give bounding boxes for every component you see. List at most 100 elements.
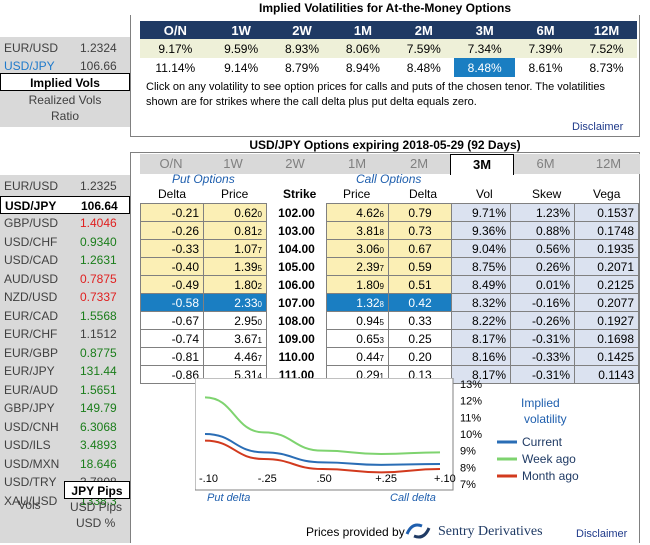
atm-vol-cell[interactable]: 9.14%: [224, 60, 259, 75]
strike-cell: 108.00: [266, 311, 327, 330]
option-row[interactable]: -0.40 1.395 105.00 2.397 0.59 8.75% 0.26% 0.207…: [140, 257, 639, 276]
pair-row-usdmxn[interactable]: USD/MXN 18.646: [0, 455, 130, 473]
pair-row-audusd[interactable]: AUD/USD 0.7875: [0, 270, 130, 288]
tab-6m[interactable]: 6M: [514, 154, 577, 174]
atm-pair-eurusd[interactable]: EUR/USD 1.2324: [0, 39, 130, 57]
pair-row-gbpusd[interactable]: GBP/USD 1.4046: [0, 214, 130, 232]
menu-usd-pips[interactable]: USD Pips: [70, 500, 123, 514]
pair-row-nzdusd[interactable]: NZD/USD 0.7337: [0, 288, 130, 306]
tab-2w[interactable]: 2W: [264, 154, 326, 174]
call-delta-cell: 0.33: [388, 311, 452, 330]
skew-cell: 0.88%: [510, 221, 575, 240]
tab-1m[interactable]: 1M: [326, 154, 388, 174]
pair-row-usdils[interactable]: USD/ILS 3.4893: [0, 436, 130, 454]
atm-vol-cell[interactable]: 7.59%: [393, 39, 455, 58]
pair-row-eurcad[interactable]: EUR/CAD 1.5568: [0, 307, 130, 325]
pair-name: XAU/USD: [4, 493, 58, 508]
tab-2m[interactable]: 2M: [388, 154, 450, 174]
atm-vol-cell[interactable]: 8.93%: [271, 39, 333, 58]
option-row[interactable]: -0.74 3.671 109.00 0.653 0.25 8.17% -0.31% 0.16…: [140, 329, 639, 348]
option-row[interactable]: -0.49 1.802 106.00 1.809 0.51 8.49% 0.01% 0.212…: [140, 275, 639, 294]
call-delta-cell: 0.67: [388, 239, 452, 258]
legend-label: Current: [522, 435, 563, 449]
pair-row-usdchf[interactable]: USD/CHF 0.9340: [0, 233, 130, 251]
pair-spot: 106.66: [80, 59, 117, 73]
pair-name: GBP/JPY: [4, 401, 55, 415]
put-price-cell: 2.330: [203, 293, 267, 312]
x-tick-label: +.10: [434, 473, 456, 485]
pair-row-euraud[interactable]: EUR/AUD 1.5651: [0, 381, 130, 399]
tab-3m[interactable]: 3M: [450, 154, 514, 175]
call-price-cell: 1.809: [326, 275, 389, 294]
atm-vol-cell[interactable]: 11.14%: [155, 60, 196, 75]
atm-vol-cell[interactable]: 7.39%: [515, 39, 577, 58]
option-row[interactable]: -0.33 1.077 104.00 3.060 0.67 9.04% 0.56% 0.193…: [140, 239, 639, 258]
strike-cell: 106.00: [266, 275, 327, 294]
option-row[interactable]: -0.81 4.467 110.00 0.447 0.20 8.16% -0.33% 0.14…: [140, 347, 639, 366]
atm-vol-cell[interactable]: 9.59%: [210, 39, 272, 58]
footer-disclaimer-link[interactable]: Disclaimer: [576, 528, 628, 540]
tab-on[interactable]: O/N: [140, 154, 202, 174]
put-delta-cell: -0.40: [140, 257, 204, 276]
vega-cell: 0.2077: [574, 293, 639, 312]
atm-vol-cell[interactable]: 8.79%: [284, 60, 320, 75]
call-price-cell: 3.060: [326, 239, 389, 258]
tab-12m[interactable]: 12M: [577, 154, 640, 174]
atm-vol-cell[interactable]: 9.17%: [140, 39, 211, 58]
pair-name: EUR/JPY: [4, 364, 55, 378]
pair-name: EUR/CHF: [4, 327, 58, 341]
call-price-value: 1.80: [356, 277, 380, 292]
option-row[interactable]: -0.26 0.812 103.00 3.818 0.73 9.36% 0.88% 0.174…: [140, 221, 639, 240]
atm-vol-cell[interactable]: 8.48%: [406, 60, 441, 75]
skew-cell: -0.31%: [510, 329, 575, 348]
vega-value: 0.1748: [597, 223, 634, 238]
atm-vol-cell[interactable]: 8.61%: [528, 60, 563, 75]
call-price-value: 0.94: [356, 313, 380, 328]
put-delta-value: -0.40: [171, 259, 199, 274]
put-options-header: Put Options: [172, 172, 235, 186]
atm-vol-cell[interactable]: 8.94%: [345, 60, 380, 75]
pair-row-eurjpy[interactable]: EUR/JPY 131.44: [0, 362, 130, 380]
call-price-cell: 3.818: [326, 221, 389, 240]
pair-row-usdjpy[interactable]: USD/JPY 106.64: [0, 195, 130, 214]
menu-ratio[interactable]: Ratio: [50, 109, 79, 123]
put-delta-value: -0.58: [171, 295, 199, 310]
menu-jpy-pips[interactable]: JPY Pips: [64, 481, 130, 499]
tenor-header: O/N: [140, 21, 211, 39]
pair-name: USD/CNH: [4, 419, 59, 434]
atm-pair-usdjpy[interactable]: USD/JPY 106.66: [0, 57, 130, 75]
atm-vol-cell[interactable]: 8.06%: [332, 39, 394, 58]
pair-row-eurusd[interactable]: EUR/USD 1.2325: [0, 177, 130, 195]
option-row[interactable]: -0.21 0.620 102.00 4.626 0.79 9.71% 1.23% 0.153…: [140, 203, 639, 222]
pair-row-eurchf[interactable]: EUR/CHF 1.1512: [0, 325, 130, 343]
pair-spot: 1.5651: [80, 382, 117, 397]
call-delta-cell: 0.25: [388, 329, 452, 348]
menu-usd-pct[interactable]: USD %: [76, 516, 116, 530]
top-disclaimer-link[interactable]: Disclaimer: [572, 121, 624, 133]
pair-row-eurgbp[interactable]: EUR/GBP 0.8775: [0, 344, 130, 362]
menu-vols[interactable]: Vols: [18, 498, 41, 512]
option-row[interactable]: -0.58 2.330 107.00 1.328 0.42 8.32% -0.16% 0.20…: [140, 293, 639, 312]
pair-row-gbpjpy[interactable]: GBP/JPY 149.79: [0, 399, 130, 417]
top-note: Click on any volatility to see option pr…: [146, 81, 605, 108]
menu-realized-vols[interactable]: Realized Vols: [28, 93, 102, 107]
pair-row-usdcad[interactable]: USD/CAD 1.2631: [0, 251, 130, 269]
atm-vol-cell[interactable]: 7.34%: [454, 39, 516, 58]
pair-spot: 131.44: [80, 364, 117, 378]
pair-name: USD/ILS: [4, 438, 51, 452]
pair-row-usdcnh[interactable]: USD/CNH 6.3068: [0, 418, 130, 436]
put-price-subdigit: 7: [257, 353, 262, 363]
put-delta-value: -0.81: [171, 349, 199, 364]
atm-vol-cell-selected[interactable]: 8.48%: [454, 58, 516, 77]
put-delta-value: -0.86: [171, 367, 199, 382]
call-price-subdigit: 7: [379, 263, 384, 273]
call-price-subdigit: 1: [379, 371, 384, 381]
atm-vol-cell[interactable]: 7.52%: [576, 39, 637, 58]
menu-implied-vols[interactable]: Implied Vols: [0, 73, 130, 91]
atm-vol-table: O/N 1W 2W 1M 2M 3M 6M 12M 9.17% 9.59% 8.…: [140, 21, 637, 77]
call-price-subdigit: 8: [379, 227, 384, 237]
call-price-subdigit: 8: [379, 299, 384, 309]
atm-vol-cell[interactable]: 8.73%: [589, 60, 624, 75]
tab-1w[interactable]: 1W: [202, 154, 264, 174]
option-row[interactable]: -0.67 2.950 108.00 0.945 0.33 8.22% -0.26% 0.19…: [140, 311, 639, 330]
